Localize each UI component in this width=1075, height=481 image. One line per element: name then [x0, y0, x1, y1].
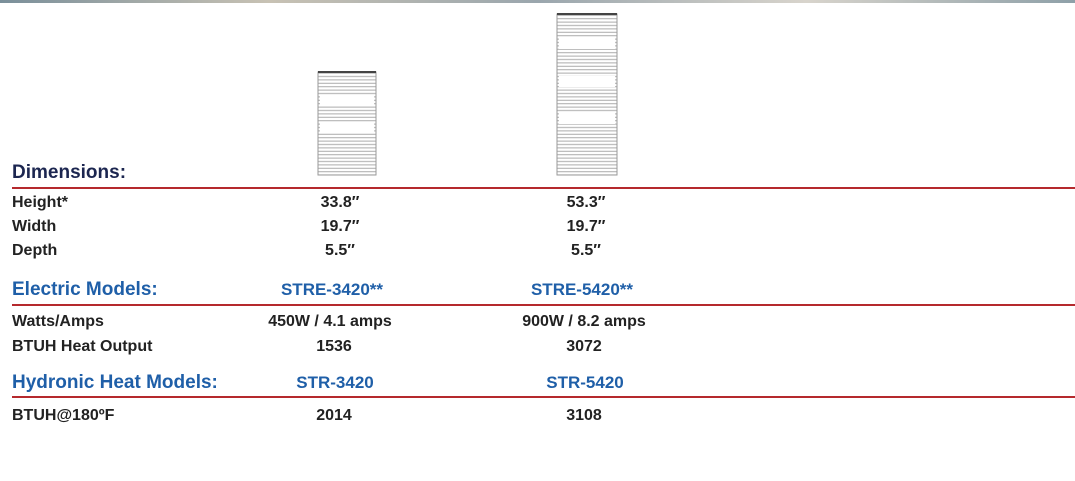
cell: 5.5″	[571, 241, 601, 261]
cell: 33.8″	[321, 193, 360, 213]
cell: 19.7″	[567, 217, 606, 237]
row-label: Watts/Amps	[12, 312, 104, 332]
row-label: Width	[12, 217, 56, 237]
page: Dimensions: Height* 33.8″ 53.3″ Width 19…	[0, 0, 1075, 481]
cell: 2014	[316, 406, 352, 426]
radiator-large	[557, 14, 617, 175]
cell: 3108	[566, 406, 602, 426]
radiator-drawings	[0, 0, 1075, 190]
radiator-small	[318, 72, 376, 175]
cell: 1536	[316, 337, 352, 357]
cell: 450W / 4.1 amps	[268, 312, 392, 332]
row-label: BTUH@180ºF	[12, 406, 114, 426]
model-name: STR-5420	[546, 373, 623, 393]
row-label: Depth	[12, 241, 57, 261]
cell: 19.7″	[321, 217, 360, 237]
row-label: Height*	[12, 193, 68, 213]
rule	[12, 304, 1075, 306]
rule	[12, 187, 1075, 189]
model-name: STRE-5420**	[531, 280, 633, 300]
model-name: STR-3420	[296, 373, 373, 393]
section-heading: Dimensions:	[12, 163, 126, 183]
section-heading: Electric Models:	[12, 280, 158, 300]
cell: 5.5″	[325, 241, 355, 261]
cell: 53.3″	[567, 193, 606, 213]
rule	[12, 396, 1075, 398]
model-name: STRE-3420**	[281, 280, 383, 300]
section-heading: Hydronic Heat Models:	[12, 373, 218, 393]
cell: 900W / 8.2 amps	[522, 312, 646, 332]
cell: 3072	[566, 337, 602, 357]
row-label: BTUH Heat Output	[12, 337, 152, 357]
